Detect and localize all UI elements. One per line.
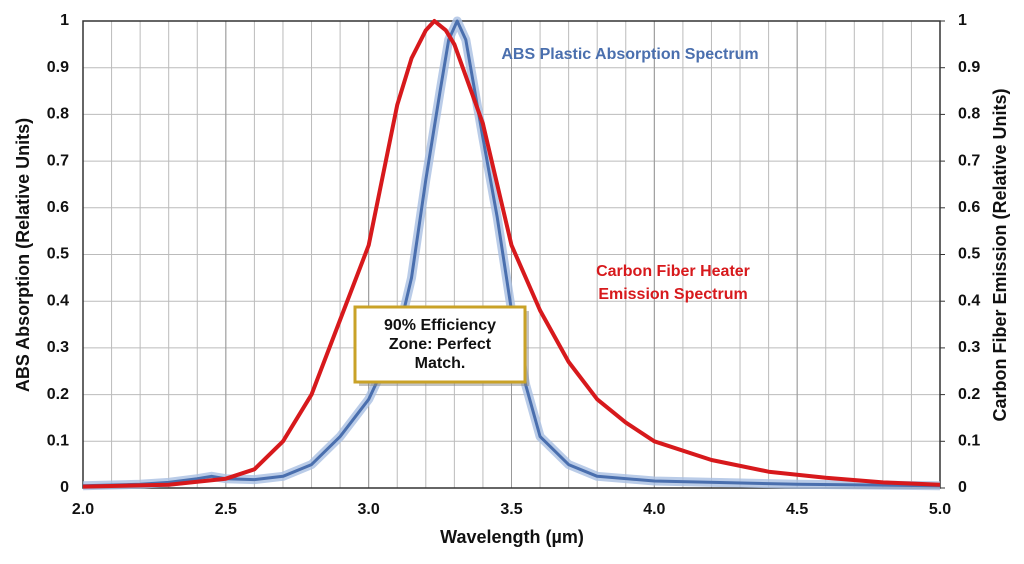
y-tick-label: 0.4: [47, 292, 69, 309]
y2-tick-label: 0.5: [958, 246, 980, 263]
y2-axis-label: Carbon Fiber Emission (Relative Units): [990, 88, 1010, 421]
y2-tick-label: 0.1: [958, 433, 980, 450]
legend-label: ABS Plastic Absorption Spectrum: [501, 46, 758, 63]
legend-label: Emission Spectrum: [598, 286, 747, 303]
y-tick-label: 0.5: [47, 246, 69, 263]
y-tick-label: 0.9: [47, 59, 69, 76]
annotation-text: Zone: Perfect: [389, 336, 492, 353]
legend-label: Carbon Fiber Heater: [596, 263, 750, 280]
y2-tick-label: 0.4: [958, 292, 980, 309]
annotation-text: Match.: [415, 355, 466, 372]
y-tick-label: 0.7: [47, 152, 69, 169]
y-tick-label: 0.1: [47, 433, 69, 450]
y-tick-label: 0.3: [47, 339, 69, 356]
x-tick-label: 2.0: [72, 501, 94, 518]
y2-tick-label: 0.2: [958, 386, 980, 403]
x-tick-label: 4.0: [643, 501, 665, 518]
y2-tick-label: 0.8: [958, 106, 980, 123]
x-axis-label: Wavelength (µm): [440, 527, 584, 547]
x-tick-label: 3.0: [358, 501, 380, 518]
x-tick-label: 5.0: [929, 501, 951, 518]
y-tick-label: 0: [60, 479, 69, 496]
annotation-text: 90% Efficiency: [384, 317, 496, 334]
y-axis-label: ABS Absorption (Relative Units): [13, 118, 33, 392]
y-tick-label: 0.8: [47, 106, 69, 123]
x-tick-label: 4.5: [786, 501, 808, 518]
line: [82, 19, 941, 489]
y-tick-label: 1: [60, 12, 69, 29]
y2-tick-label: 0.9: [958, 59, 980, 76]
annotation-box: [353, 305, 527, 384]
x-tick-label: 2.5: [215, 501, 237, 518]
y2-tick-label: 0.7: [958, 152, 980, 169]
y2-tick-label: 0: [958, 479, 967, 496]
y-tick-label: 0.2: [47, 386, 69, 403]
plot-frame: [82, 20, 941, 489]
y2-tick-label: 0.6: [958, 199, 980, 216]
y2-tick-label: 0.3: [958, 339, 980, 356]
y2-tick-label: 1: [958, 12, 967, 29]
y-tick-label: 0.6: [47, 199, 69, 216]
x-tick-label: 3.5: [500, 501, 522, 518]
